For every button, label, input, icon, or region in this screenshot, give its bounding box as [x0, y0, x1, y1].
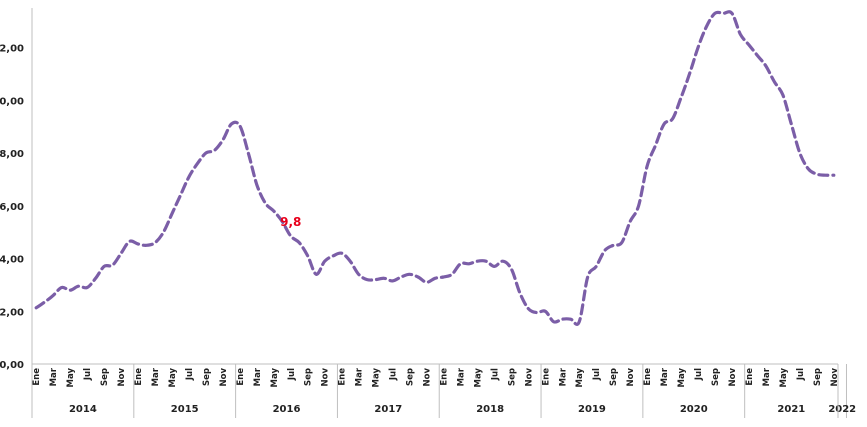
y-tick-label: 6,00 [0, 202, 24, 213]
x-tick-label: Nov [117, 368, 127, 387]
x-tick-label: Mar [253, 367, 263, 386]
year-label: 2019 [578, 404, 606, 415]
x-tick-label: Jul [389, 368, 399, 381]
y-ticks: 0,00 2,00 4,00 6,00 8,00 10,00 12,00 [0, 44, 24, 371]
x-tick-label: May [168, 368, 178, 388]
x-tick-label: Nov [423, 368, 433, 387]
x-tick-label: Ene [745, 368, 755, 386]
annotation-label: 9,8 [280, 215, 301, 229]
x-tick-label: Nov [219, 368, 229, 387]
x-tick-label: Sep [100, 368, 110, 386]
x-tick-label: Nov [626, 368, 636, 387]
x-tick-label: Jul [287, 368, 297, 381]
x-tick-label: May [372, 368, 382, 388]
x-tick-label: Mar [151, 367, 161, 386]
x-tick-label: Nov [728, 368, 738, 387]
x-tick-label: Ene [439, 368, 449, 386]
x-tick-label: Ene [134, 368, 144, 386]
x-tick-label: Ene [338, 368, 348, 386]
x-tick-label: May [779, 368, 789, 388]
y-tick-label: 0,00 [0, 360, 24, 371]
x-tick-label: Sep [202, 368, 212, 386]
x-tick-label: May [473, 368, 483, 388]
x-tick-label: Ene [32, 368, 42, 386]
x-tick-label: May [66, 368, 76, 388]
x-tick-label: Mar [660, 367, 670, 386]
year-label: 2014 [69, 404, 97, 415]
year-label: 2015 [171, 404, 199, 415]
annotations: 9,813,129,287,16 [280, 215, 301, 229]
x-tick-label: Sep [304, 368, 314, 386]
x-tick-label: Nov [321, 368, 331, 387]
x-tick-label: Jul [185, 368, 195, 381]
y-tick-label: 10,00 [0, 96, 24, 107]
x-tick-label: Mar [456, 367, 466, 386]
year-label: 2016 [273, 404, 301, 415]
x-tick-label: Ene [541, 368, 551, 386]
x-month-ticks: Ene Mar May Jul Sep Nov Ene Mar May Jul Sep Nov Ene M… [32, 367, 840, 387]
x-tick-label: Mar [355, 367, 365, 386]
x-tick-label: Nov [524, 368, 534, 387]
x-tick-label: Sep [813, 368, 823, 386]
x-tick-label: Ene [643, 368, 653, 386]
x-tick-label: Jul [592, 368, 602, 381]
y-tick-label: 12,00 [0, 44, 24, 55]
x-tick-label: Sep [711, 368, 721, 386]
x-tick-label: Jul [694, 368, 704, 381]
year-label: 2017 [374, 404, 402, 415]
x-tick-label: Jul [490, 368, 500, 381]
x-tick-label: Sep [609, 368, 619, 386]
x-tick-label: Jul [83, 368, 93, 381]
x-tick-label: Sep [406, 368, 416, 386]
year-label: 2020 [680, 404, 708, 415]
series-line [34, 10, 836, 327]
x-tick-label: Nov [830, 368, 840, 387]
x-tick-label: Mar [762, 367, 772, 386]
x-tick-label: Mar [558, 367, 568, 386]
y-tick-label: 2,00 [0, 307, 24, 318]
year-label: 2021 [777, 404, 805, 415]
x-tick-label: May [575, 368, 585, 388]
y-tick-label: 8,00 [0, 149, 24, 160]
x-tick-label: Ene [236, 368, 246, 386]
x-tick-label: May [270, 368, 280, 388]
x-tick-label: May [677, 368, 687, 388]
x-tick-label: Sep [507, 368, 517, 386]
year-ticks: 2014201520162017201820192020202120222023… [31, 364, 856, 418]
year-label: 2018 [476, 404, 504, 415]
x-tick-label: Mar [49, 367, 59, 386]
y-tick-label: 4,00 [0, 255, 24, 266]
year-label: 2022 [828, 404, 856, 415]
x-tick-label: Jul [796, 368, 806, 381]
